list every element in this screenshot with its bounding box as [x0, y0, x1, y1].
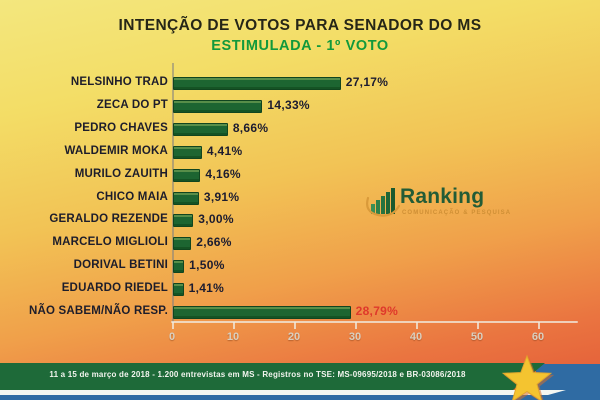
category-label: EDUARDO RIEDEL: [61, 282, 168, 295]
x-axis-tick-label: 0: [168, 331, 176, 343]
bar: [173, 122, 228, 136]
category-label: WALDEMIR MOKA: [64, 144, 168, 157]
x-axis-tickmark: [416, 322, 418, 329]
chart-row: CHICO MAIA 3,91%: [0, 189, 600, 205]
footer-registration-text: 11 a 15 de março de 2018 - 1.200 entrevi…: [49, 370, 466, 379]
bar: [173, 260, 185, 274]
category-label: PEDRO CHAVES: [74, 121, 168, 134]
x-axis-line: [171, 321, 578, 323]
value-label: 1,41%: [188, 281, 225, 296]
chart-row: NÃO SABEM/NÃO RESP. 28,79%: [0, 305, 600, 319]
category-label: CHICO MAIA: [96, 190, 168, 203]
bar: [173, 168, 201, 182]
chart-baseline: [172, 63, 174, 322]
x-axis-tickmark: [538, 322, 540, 329]
chart-row: DORIVAL BETINI 1,50%: [0, 258, 600, 274]
chart-row: NELSINHO TRAD 27,17%: [0, 76, 600, 90]
bar: [173, 145, 202, 159]
category-label: ZECA DO PT: [96, 98, 168, 111]
x-axis-tick-label: 20: [287, 331, 301, 343]
x-axis-tickmark: [294, 322, 296, 329]
value-label: 27,17%: [345, 75, 389, 89]
chart-row: PEDRO CHAVES 8,66%: [0, 120, 600, 136]
ranking-logo-bars-icon: [366, 188, 401, 217]
bar: [173, 77, 341, 90]
value-label: 14,33%: [267, 97, 310, 112]
x-axis-tick-label: 60: [531, 331, 545, 343]
ranking-logo: Ranking COMUNICAÇÃO & PESQUISA: [366, 184, 510, 228]
x-axis-tickmark: [233, 322, 235, 329]
flag-blue-stripe: [0, 395, 600, 400]
value-label: 1,50%: [189, 258, 225, 273]
bar: [173, 283, 184, 297]
bar: [173, 214, 194, 228]
x-axis-tickmark: [355, 322, 357, 329]
category-label: NÃO SABEM/NÃO RESP.: [28, 305, 168, 317]
bar: [173, 237, 192, 251]
x-axis-tick-label: 30: [348, 331, 362, 343]
x-axis-tick-label: 10: [226, 331, 240, 343]
value-label: 28,79%: [355, 304, 399, 318]
page-title: INTENÇÃO DE VOTOS PARA SENADOR DO MS: [118, 17, 482, 34]
value-label: 3,00%: [198, 212, 234, 227]
x-axis-tickmark: [477, 322, 479, 329]
value-label: 3,91%: [203, 189, 240, 204]
category-label: MURILO ZAUITH: [74, 167, 168, 180]
x-axis-tickmark: [172, 322, 174, 329]
bar: [173, 99, 263, 113]
x-axis-tick-label: 40: [409, 331, 423, 343]
gold-star-icon: [501, 354, 553, 400]
chart-row: EDUARDO RIEDEL 1,41%: [0, 281, 600, 297]
chart-row: WALDEMIR MOKA 4,41%: [0, 143, 600, 159]
chart-row: MURILO ZAUITH 4,16%: [0, 166, 600, 182]
value-label: 2,66%: [196, 235, 232, 250]
category-label: DORIVAL BETINI: [73, 259, 168, 272]
chart-row: MARCELO MIGLIOLI 2,66%: [0, 235, 600, 251]
value-label: 4,41%: [206, 143, 243, 158]
page-subtitle: ESTIMULADA - 1º VOTO: [211, 38, 389, 54]
value-label: 8,66%: [232, 120, 269, 135]
flag-white-stripe: [0, 390, 566, 395]
bar: [173, 191, 199, 205]
x-axis-tick-label: 50: [470, 331, 484, 343]
value-label: 4,16%: [205, 166, 241, 181]
category-label: MARCELO MIGLIOLI: [52, 236, 168, 249]
ranking-logo-wordmark: Ranking: [400, 185, 485, 208]
category-label: NELSINHO TRAD: [70, 76, 168, 88]
footer-band: 11 a 15 de março de 2018 - 1.200 entrevi…: [0, 363, 545, 390]
bar: [173, 306, 351, 319]
category-label: GERALDO REZENDE: [49, 213, 168, 226]
ranking-logo-tagline: COMUNICAÇÃO & PESQUISA: [402, 210, 512, 216]
chart-row: ZECA DO PT 14,33%: [0, 97, 600, 113]
chart-row: GERALDO REZENDE 3,00%: [0, 212, 600, 228]
